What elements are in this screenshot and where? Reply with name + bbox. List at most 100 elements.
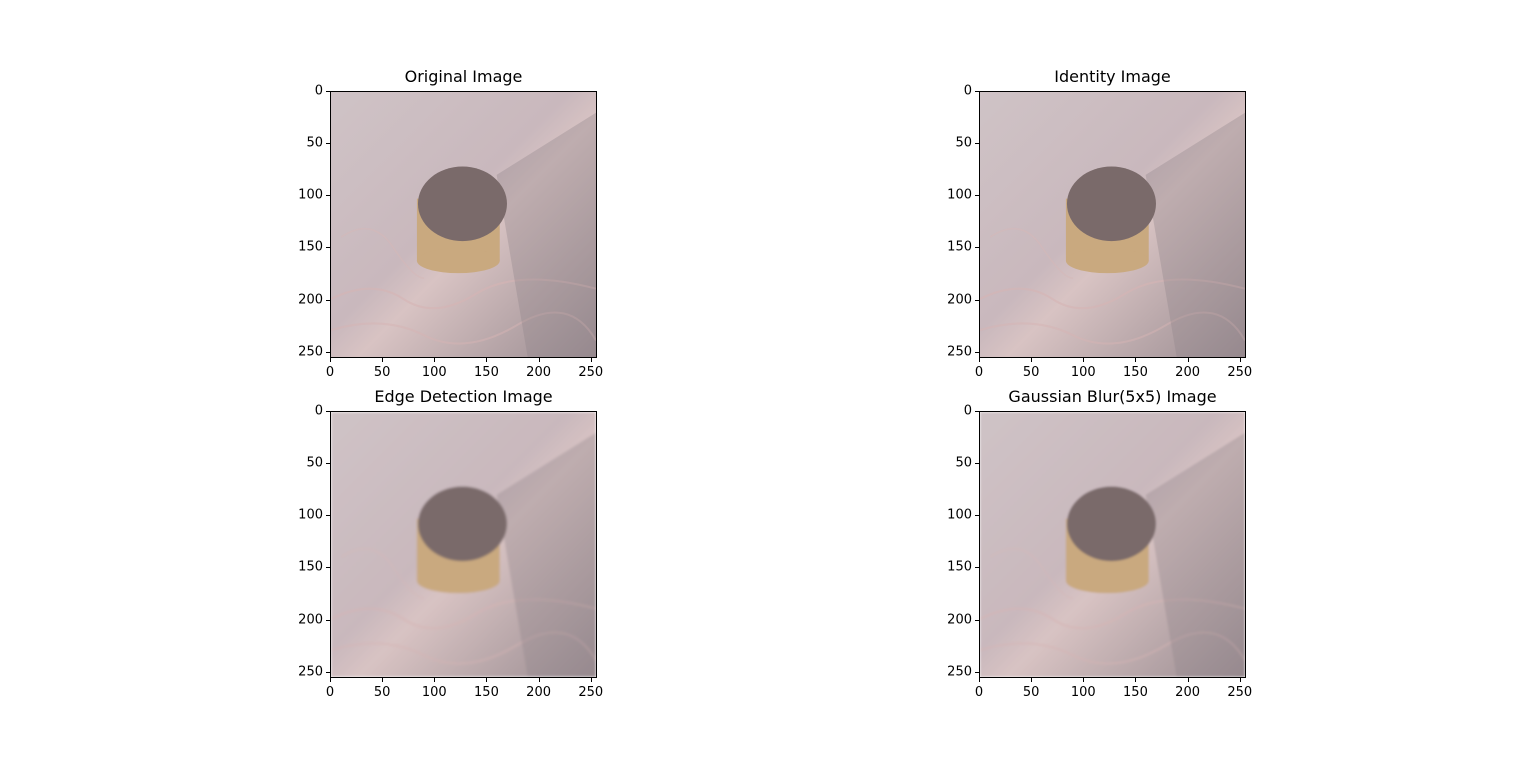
- photo-image: [980, 92, 1245, 357]
- y-tick-label: 250: [947, 344, 972, 360]
- x-tick-label: 0: [974, 685, 984, 700]
- photo-image: [980, 412, 1245, 677]
- y-tick-mark: [975, 351, 979, 353]
- y-tick-label: 100: [298, 187, 323, 203]
- y-tick-mark: [326, 567, 330, 569]
- x-tick-label: 100: [1070, 365, 1096, 380]
- x-tick-mark: [1083, 678, 1085, 682]
- x-tick-label: 250: [578, 365, 604, 380]
- x-tick-mark: [382, 358, 384, 362]
- x-tick-mark: [1187, 678, 1189, 682]
- x-tick-label: 0: [325, 365, 335, 380]
- x-tick-label: 200: [1175, 365, 1201, 380]
- x-tick-label: 250: [1227, 685, 1253, 700]
- panel-title: Gaussian Blur(5x5) Image: [1008, 387, 1217, 406]
- y-tick-mark: [326, 515, 330, 517]
- y-tick-mark: [326, 351, 330, 353]
- y-tick-label: 100: [298, 507, 323, 523]
- image-axes: [979, 91, 1246, 358]
- x-tick-mark: [590, 358, 592, 362]
- x-tick-label: 0: [974, 365, 984, 380]
- y-tick-mark: [326, 143, 330, 145]
- y-tick-mark: [326, 247, 330, 249]
- y-tick-label: 250: [947, 664, 972, 680]
- photo-image: [331, 92, 596, 357]
- x-tick-mark: [1135, 358, 1137, 362]
- x-tick-mark: [1031, 358, 1033, 362]
- y-tick-mark: [326, 411, 330, 412]
- x-tick-label: 250: [578, 685, 604, 700]
- x-tick-mark: [1187, 358, 1189, 362]
- x-tick-label: 200: [526, 685, 552, 700]
- y-tick-label: 150: [947, 239, 972, 255]
- x-tick-label: 0: [325, 685, 335, 700]
- y-tick-mark: [975, 619, 979, 621]
- x-tick-mark: [434, 678, 436, 682]
- y-tick-label: 50: [306, 135, 323, 151]
- y-tick-label: 0: [314, 83, 323, 99]
- panel-title: Edge Detection Image: [374, 387, 553, 406]
- y-tick-label: 200: [298, 292, 323, 308]
- x-tick-mark: [590, 678, 592, 682]
- y-tick-label: 100: [947, 507, 972, 523]
- image-axes: [330, 411, 597, 678]
- x-tick-label: 150: [474, 365, 499, 380]
- x-tick-label: 150: [1123, 685, 1148, 700]
- x-tick-label: 100: [421, 365, 447, 380]
- y-tick-mark: [975, 411, 979, 412]
- y-tick-mark: [326, 463, 330, 465]
- y-tick-label: 250: [298, 344, 323, 360]
- y-tick-mark: [975, 247, 979, 249]
- y-tick-label: 150: [298, 239, 323, 255]
- x-tick-label: 150: [1123, 365, 1148, 380]
- y-tick-mark: [326, 671, 330, 673]
- y-tick-label: 150: [298, 559, 323, 575]
- x-tick-mark: [1239, 358, 1241, 362]
- y-tick-mark: [975, 299, 979, 301]
- x-tick-label: 50: [373, 365, 391, 380]
- x-tick-mark: [486, 358, 488, 362]
- y-tick-label: 150: [947, 559, 972, 575]
- x-tick-mark: [1031, 678, 1033, 682]
- y-tick-label: 200: [947, 292, 972, 308]
- x-tick-mark: [382, 678, 384, 682]
- x-tick-label: 100: [421, 685, 447, 700]
- y-tick-label: 50: [955, 135, 972, 151]
- x-tick-mark: [330, 678, 331, 682]
- y-tick-label: 0: [963, 83, 972, 99]
- x-tick-label: 50: [373, 685, 391, 700]
- x-tick-mark: [538, 358, 540, 362]
- y-tick-mark: [975, 515, 979, 517]
- y-tick-label: 50: [306, 455, 323, 471]
- image-axes: [330, 91, 597, 358]
- y-tick-mark: [975, 143, 979, 145]
- x-tick-label: 50: [1022, 685, 1040, 700]
- x-tick-mark: [979, 358, 980, 362]
- y-tick-mark: [975, 567, 979, 569]
- x-tick-label: 100: [1070, 685, 1096, 700]
- y-tick-mark: [975, 195, 979, 197]
- x-tick-mark: [538, 678, 540, 682]
- y-tick-mark: [975, 91, 979, 92]
- y-tick-mark: [975, 671, 979, 673]
- y-tick-mark: [326, 195, 330, 197]
- x-tick-label: 200: [1175, 685, 1201, 700]
- x-tick-mark: [330, 358, 331, 362]
- y-tick-label: 200: [947, 612, 972, 628]
- x-tick-label: 50: [1022, 365, 1040, 380]
- x-tick-mark: [1135, 678, 1137, 682]
- y-tick-mark: [326, 299, 330, 301]
- y-tick-mark: [326, 91, 330, 92]
- x-tick-mark: [1239, 678, 1241, 682]
- x-tick-label: 250: [1227, 365, 1253, 380]
- y-tick-label: 50: [955, 455, 972, 471]
- y-tick-mark: [975, 463, 979, 465]
- x-tick-mark: [434, 358, 436, 362]
- image-axes: [979, 411, 1246, 678]
- y-tick-label: 100: [947, 187, 972, 203]
- y-tick-label: 0: [314, 403, 323, 419]
- y-tick-label: 250: [298, 664, 323, 680]
- photo-image: [331, 412, 596, 677]
- y-tick-label: 0: [963, 403, 972, 419]
- panel-title: Original Image: [404, 67, 523, 86]
